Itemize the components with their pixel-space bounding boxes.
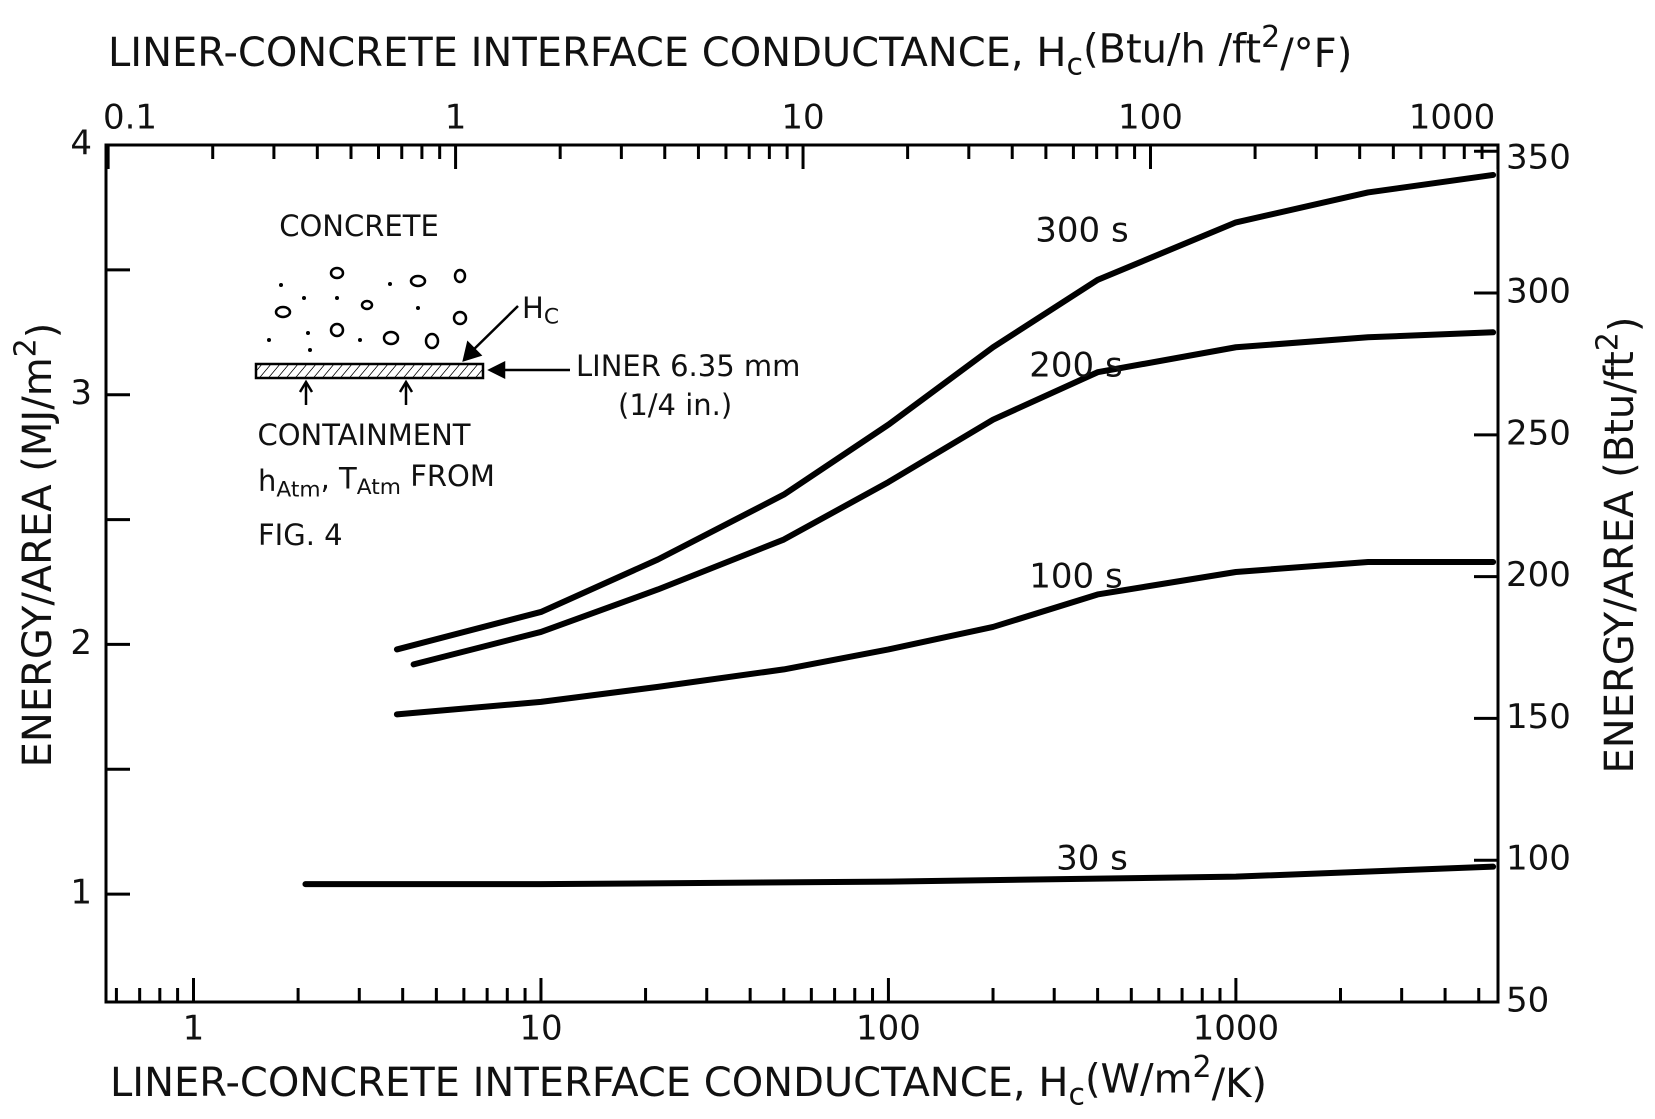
x2-axis-title: LINER-CONCRETE INTERFACE CONDUCTANCE, Hc… [108,20,1352,83]
y-tick-label: 3 [70,373,92,413]
text-part: h [258,464,276,498]
annotation: CONTAINMENT [257,418,470,452]
text-part: CONTAINMENT [257,418,470,452]
pebble [453,268,467,284]
text-part: LINER-CONCRETE INTERFACE CONDUCTANCE, H [108,30,1066,76]
pebble [360,299,374,311]
y2-tick-label: 150 [1506,697,1571,737]
text-part: ) [1602,316,1648,332]
y2-tick-label: 50 [1506,981,1549,1021]
x2-tick-label: 0.1 [103,98,157,138]
text-part: 2 [1590,332,1625,351]
text-part: ) [20,323,66,339]
pebble [424,332,440,350]
series-label: 30 s [1056,839,1128,879]
text-part: C [544,305,559,330]
text-part: (Btu/h /ft [1083,27,1261,73]
series-label: 200 s [1029,346,1122,386]
text-part: H [522,291,544,325]
text-part: ENERGY/AREA (MJ/m [15,357,61,767]
text-part: /°F) [1280,31,1352,77]
series-label: 100 s [1029,557,1122,597]
annotation: HC [522,291,559,330]
x-tick-label: 1 [183,1009,205,1049]
annotation: hAtm, TAtm FROM [258,459,495,503]
text-part: /K) [1212,1061,1267,1107]
y-tick-label: 2 [70,623,92,663]
y2-axis-title: ENERGY/AREA (Btu/ft2) [1590,316,1648,773]
text-part: ENERGY/AREA (Btu/ft [1597,351,1643,773]
text-part: FIG. 4 [258,518,343,552]
y2-tick-label: 250 [1506,413,1571,453]
arrowhead [487,360,506,380]
x2-tick-label: 1000 [1409,98,1496,138]
pebble [329,322,345,338]
y-tick-label: 1 [70,873,92,913]
y2-tick-label: 300 [1506,272,1571,312]
pebble [329,266,345,280]
inset-diagram [254,266,570,405]
text-part: , T [321,461,357,495]
x2-tick-label: 10 [781,98,824,138]
series-line [393,559,1497,718]
liner-hatch [254,362,485,380]
pebble [274,305,292,319]
y-tick-label: 4 [70,124,92,164]
text-part: c [1066,47,1083,82]
pebble [409,274,427,288]
annotation: FIG. 4 [258,518,343,552]
y2-tick-label: 350 [1506,138,1571,178]
text-part: 2 [1261,20,1280,55]
text-part: c [1068,1077,1085,1112]
annotation: (1/4 in.) [618,388,732,422]
text-part: CONCRETE [279,209,439,243]
x-axis-title: LINER-CONCRETE INTERFACE CONDUCTANCE, Hc… [110,1050,1267,1113]
series-line [410,329,1497,668]
y2-tick-label: 100 [1506,839,1571,879]
annotation: CONCRETE [279,209,439,243]
series-line [393,171,1497,653]
y2-tick-label: 200 [1506,555,1571,595]
annotation: LINER 6.35 mm [576,349,800,383]
text-part: Atm [357,475,401,500]
pebble [452,310,468,326]
text-part: LINER 6.35 mm [576,349,800,383]
x2-tick-label: 100 [1118,98,1183,138]
series-line [302,863,1497,888]
arrowhead [398,379,414,393]
pebble [382,330,400,346]
arrowhead [462,340,483,362]
text-part: (W/m [1085,1057,1193,1103]
series-label: 300 s [1035,211,1128,251]
text-part: LINER-CONCRETE INTERFACE CONDUCTANCE, H [110,1060,1068,1106]
x2-tick-label: 1 [445,98,467,138]
text-part: FROM [401,459,495,493]
text-part: (1/4 in.) [618,388,732,422]
x-tick-label: 10 [519,1009,562,1049]
text-part: 2 [1193,1050,1212,1085]
x-tick-label: 1000 [1193,1009,1280,1049]
arrowhead [298,379,314,393]
text-part: 2 [8,338,43,357]
x-tick-label: 100 [856,1009,921,1049]
text-part: Atm [276,478,320,503]
y-axis-title: ENERGY/AREA (MJ/m2) [8,323,66,768]
